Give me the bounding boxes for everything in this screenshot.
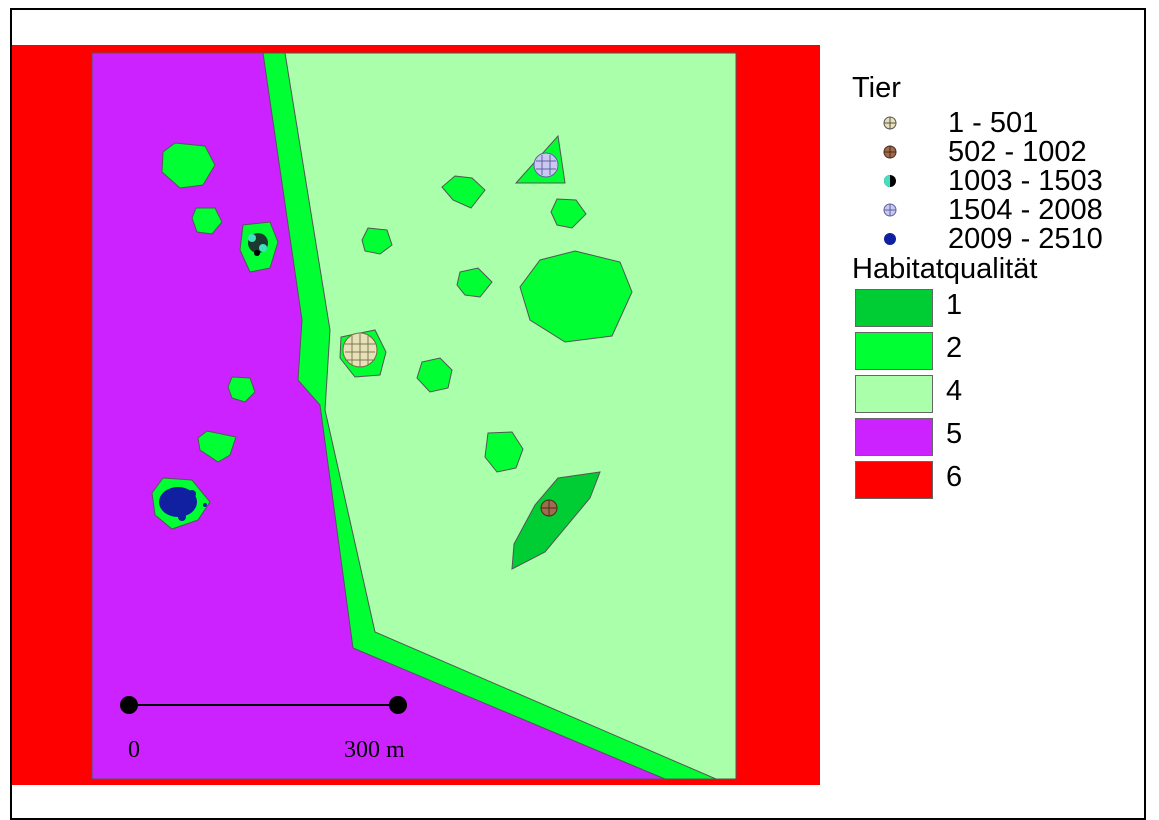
animal-cluster-2009-2510 [159, 487, 207, 521]
habitat-swatch [855, 375, 933, 413]
legend-habitat-row: 5 [852, 416, 1037, 459]
habitat-legend-title: Habitatqualität [852, 253, 1038, 285]
animal-cluster-1003-1503 [248, 233, 268, 256]
habitat-patch [416, 357, 453, 393]
crosshair-circle-icon [883, 116, 897, 130]
tier-label: 1003 - 1503 [948, 165, 1103, 197]
habitat-patch [456, 267, 493, 298]
tier-label: 2009 - 2510 [948, 223, 1103, 255]
animal-cluster-502-1002 [540, 499, 558, 517]
legend-habitat-row: 1 [852, 287, 1037, 330]
legend-habitat-row: 2 [852, 330, 1037, 373]
habitat-label: 1 [946, 289, 963, 321]
animal-cluster-1504-2008 [533, 152, 559, 178]
habitat-patch [361, 227, 393, 255]
habitat-zone-4 [284, 52, 737, 780]
legend-tier-row: 502 - 1002 [852, 136, 1087, 168]
habitat-patch [161, 142, 216, 189]
animal-cluster-1-501 [342, 332, 378, 368]
legend-tier-row: 1504 - 2008 [852, 194, 1103, 226]
habitat-swatch [855, 332, 933, 370]
habitat-swatch [855, 289, 933, 327]
habitat-swatch [855, 418, 933, 456]
map-legend: Tier 1 - 501 502 - 1002 1003 - 1503 1504… [852, 72, 1103, 502]
legend-habitat-row: 6 [852, 459, 1037, 502]
habitat-label: 6 [946, 461, 963, 493]
scale-end-label: 300 m [344, 737, 405, 763]
crosshair-circle-icon [883, 203, 897, 217]
habitat-patch [441, 175, 486, 209]
habitat-patch [191, 207, 223, 235]
habitat-patch [550, 198, 587, 229]
tier-label: 502 - 1002 [948, 136, 1087, 168]
scale-start-label: 0 [128, 737, 140, 763]
legend-tier-row: 2009 - 2510 [852, 223, 1103, 255]
crosshair-circle-icon [883, 145, 897, 159]
habitat-swatch [855, 461, 933, 499]
habitat-label: 2 [946, 332, 963, 364]
habitat-label: 5 [946, 418, 963, 450]
habitat-patch [484, 431, 524, 473]
half-circle-icon [884, 175, 896, 187]
habitat-label: 4 [946, 375, 963, 407]
habitat-patch [197, 430, 237, 463]
scale-bar: 0 300 m [120, 696, 407, 763]
legend-tier-row: 1 - 501 [852, 107, 1039, 139]
legend-tier-row: 1003 - 1503 [852, 165, 1103, 197]
filled-circle-icon [884, 233, 896, 245]
habitat-patch-large [519, 250, 633, 343]
habitat-patch [227, 376, 256, 403]
tier-label: 1504 - 2008 [948, 194, 1103, 226]
legend-habitat-row: 4 [852, 373, 1037, 416]
habitat-patch-elongated [511, 471, 601, 570]
tier-label: 1 - 501 [948, 107, 1039, 139]
tier-legend-title: Tier [852, 72, 901, 104]
